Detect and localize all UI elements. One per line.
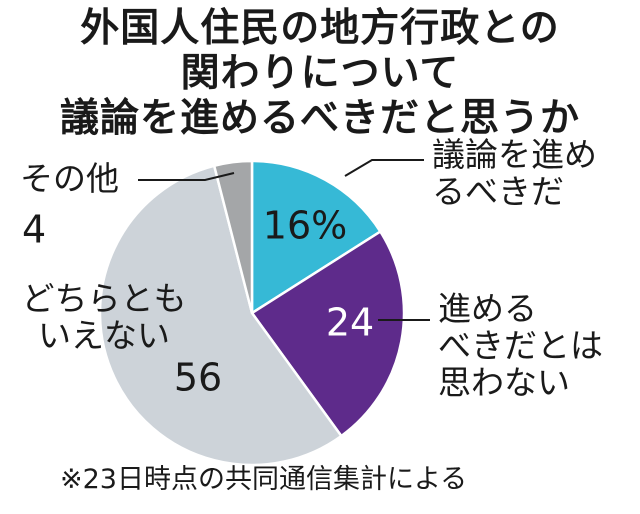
leader-line-4 bbox=[138, 172, 235, 181]
pie-slice-3 bbox=[98, 164, 344, 467]
slice-label-3: どちらともいえない bbox=[22, 279, 187, 355]
leader-line-1 bbox=[344, 159, 424, 177]
slice-label-2: 進めるべきだとは思わない bbox=[438, 289, 603, 402]
slice-label-4: その他 bbox=[20, 159, 119, 198]
title-line-1: 外国人住民の地方行政との bbox=[80, 6, 560, 51]
slice-value-1: 16% bbox=[263, 204, 347, 248]
footnote: ※23日時点の共同通信集計による bbox=[60, 464, 468, 495]
slice-label-1: 議論を進めるべきだ bbox=[432, 135, 597, 211]
slice-label-1-line-2: るべきだ bbox=[432, 171, 564, 210]
slice-value-4: 4 bbox=[22, 208, 46, 252]
slice-label-4-line-1: その他 bbox=[20, 159, 119, 198]
pie-slice-4 bbox=[212, 159, 254, 314]
chart-title: 外国人住民の地方行政との 関わりについて 議論を進めるべきだと思うか bbox=[0, 6, 640, 141]
slice-value-3: 56 bbox=[174, 356, 222, 400]
title-line-2: 関わりについて bbox=[180, 51, 460, 96]
slice-label-1-line-1: 議論を進め bbox=[432, 135, 597, 174]
pie-slice-2 bbox=[250, 229, 406, 438]
slice-label-2-line-1: 進める bbox=[438, 289, 537, 328]
slice-label-2-line-3: 思わない bbox=[438, 362, 570, 401]
slice-label-3-line-2: いえない bbox=[38, 315, 170, 354]
title-line-3: 議論を進めるべきだと思うか bbox=[59, 96, 580, 141]
slice-label-3-line-1: どちらとも bbox=[22, 279, 187, 318]
pie-slice-1 bbox=[250, 159, 383, 316]
slice-value-2: 24 bbox=[326, 301, 374, 345]
slice-label-2-line-2: べきだとは bbox=[438, 325, 603, 364]
